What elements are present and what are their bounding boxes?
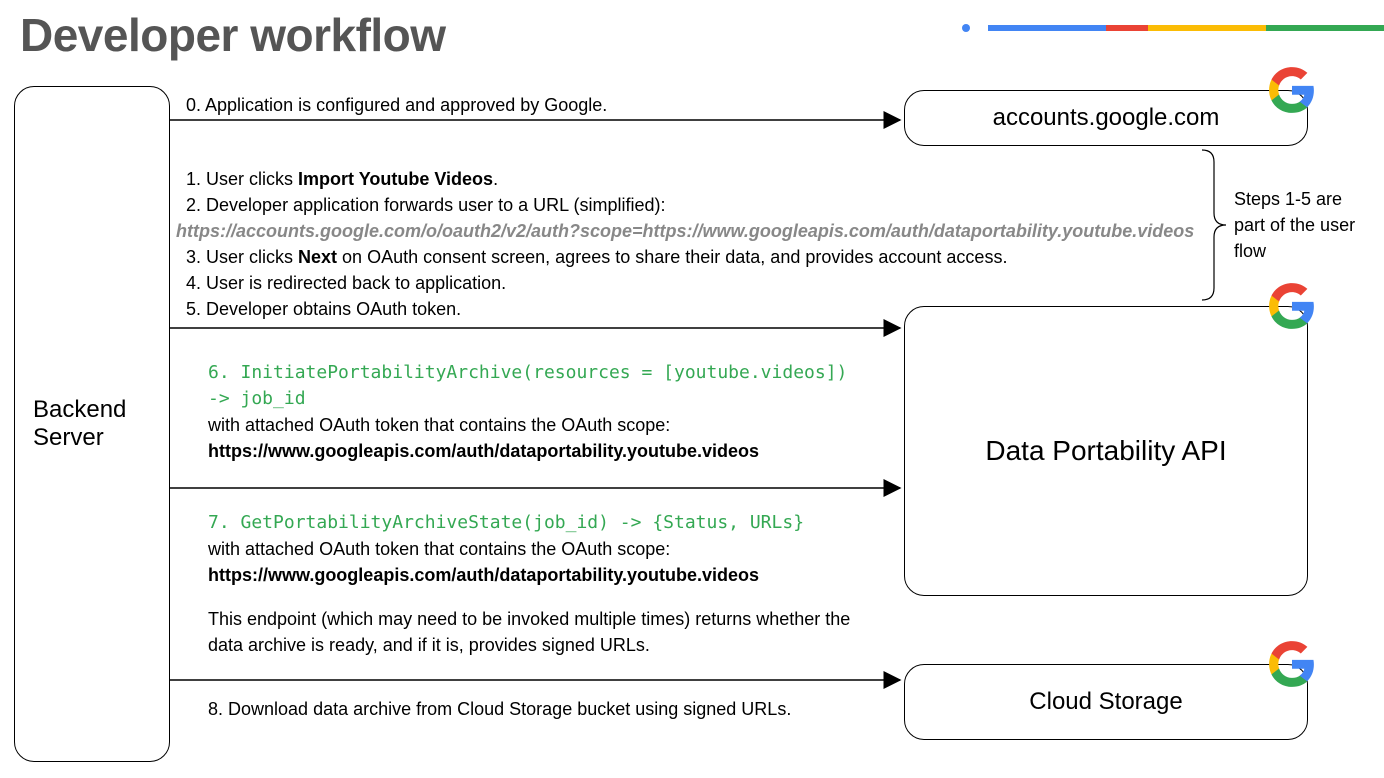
node-backend-label: Backend Server bbox=[33, 396, 126, 451]
google-logo-icon bbox=[1267, 65, 1317, 115]
google-logo-icon bbox=[1267, 639, 1317, 689]
step-7-code: 7. GetPortabilityArchiveState(job_id) ->… bbox=[208, 510, 888, 536]
step-7-block: 7. GetPortabilityArchiveState(job_id) ->… bbox=[208, 510, 888, 658]
node-data-portability-api: Data Portability API bbox=[904, 306, 1308, 596]
page-title: Developer workflow bbox=[20, 8, 446, 62]
step-0-text: 0. Application is configured and approve… bbox=[186, 92, 607, 118]
steps-1-5-block: 1. User clicks Import Youtube Videos. 2.… bbox=[186, 166, 1194, 323]
brace-note: Steps 1-5 are part of the user flow bbox=[1234, 186, 1374, 264]
step-5-line: 5. Developer obtains OAuth token. bbox=[186, 296, 1194, 322]
step-7-scope: https://www.googleapis.com/auth/dataport… bbox=[208, 562, 888, 588]
brand-color-bar bbox=[962, 24, 1384, 32]
step-6-block: 6. InitiatePortabilityArchive(resources … bbox=[208, 360, 847, 464]
step-6-code-line-2: -> job_id bbox=[208, 386, 847, 412]
node-cloud-storage: Cloud Storage bbox=[904, 664, 1308, 740]
step-7-desc: with attached OAuth token that contains … bbox=[208, 536, 888, 562]
step-6-scope: https://www.googleapis.com/auth/dataport… bbox=[208, 438, 847, 464]
step-8-text: 8. Download data archive from Cloud Stor… bbox=[208, 696, 791, 722]
node-backend-server: Backend Server bbox=[14, 86, 170, 762]
step-2-url: https://accounts.google.com/o/oauth2/v2/… bbox=[176, 218, 1194, 244]
node-storage-label: Cloud Storage bbox=[1029, 688, 1182, 716]
node-api-label: Data Portability API bbox=[985, 435, 1226, 467]
node-accounts-label: accounts.google.com bbox=[993, 104, 1220, 132]
step-6-desc: with attached OAuth token that contains … bbox=[208, 412, 847, 438]
node-accounts: accounts.google.com bbox=[904, 90, 1308, 146]
google-logo-icon bbox=[1267, 281, 1317, 331]
step-4-line: 4. User is redirected back to applicatio… bbox=[186, 270, 1194, 296]
step-3-line: 3. User clicks Next on OAuth consent scr… bbox=[186, 244, 1194, 270]
step-2-line: 2. Developer application forwards user t… bbox=[186, 192, 1194, 218]
step-6-code-line-1: 6. InitiatePortabilityArchive(resources … bbox=[208, 360, 847, 386]
step-1-line: 1. User clicks Import Youtube Videos. bbox=[186, 166, 1194, 192]
step-7-note: This endpoint (which may need to be invo… bbox=[208, 606, 888, 658]
